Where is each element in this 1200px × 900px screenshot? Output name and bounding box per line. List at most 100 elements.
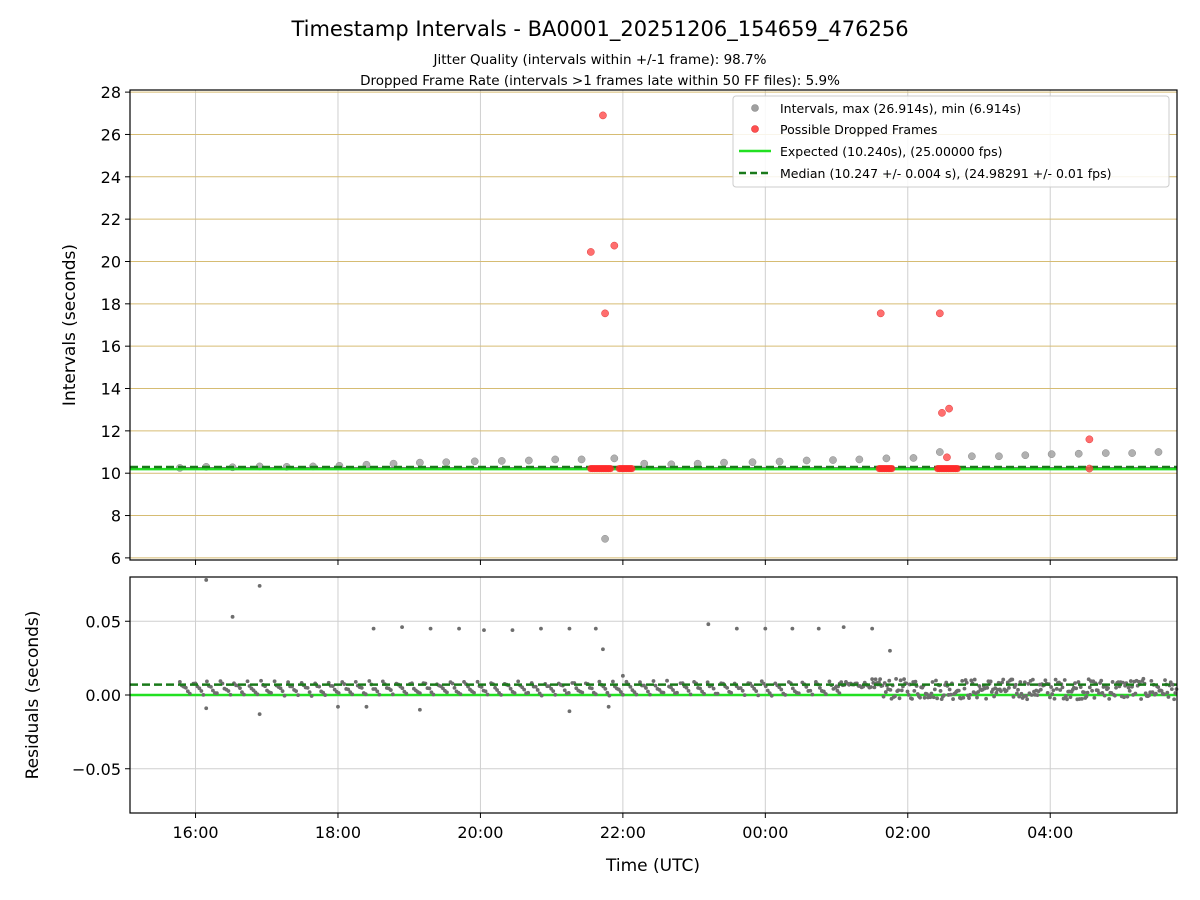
residual-point-528 <box>1110 680 1115 684</box>
residuals-y-tick-label-0: −0.05 <box>72 760 121 779</box>
residual-point-211 <box>653 683 658 688</box>
residual-point-200 <box>628 684 633 689</box>
residual-point-487 <box>1063 694 1068 699</box>
residual-point-83 <box>363 692 368 697</box>
intervals-y-tick-label-11: 28 <box>101 83 121 102</box>
residual-point-475 <box>1050 692 1055 696</box>
residuals-y-tick-label-1: 0.00 <box>85 686 121 705</box>
residual-point-267 <box>779 687 784 692</box>
residual-point-10 <box>199 689 204 693</box>
residual-point-566 <box>1154 691 1158 696</box>
dropped-point-8 <box>943 453 951 462</box>
residual-point-36 <box>259 678 263 683</box>
residual-point-12 <box>205 679 209 684</box>
residual-point-328 <box>882 681 887 685</box>
residual-point-237 <box>711 686 716 691</box>
interval-point-37 <box>1154 448 1163 456</box>
dropped-point-10 <box>1085 464 1094 473</box>
residual-point-150 <box>516 679 521 684</box>
residual-point-159 <box>535 688 540 692</box>
residual-point-319 <box>872 685 877 690</box>
residual-point-239 <box>715 691 720 696</box>
residual-outlier-4 <box>400 625 404 630</box>
residual-point-58 <box>307 690 312 695</box>
residual-point-426 <box>994 691 999 695</box>
residual-point-441 <box>1011 694 1016 699</box>
residual-point-352 <box>910 696 914 701</box>
residual-point-71 <box>336 691 341 695</box>
interval-point-35 <box>1101 449 1110 457</box>
residual-point-580 <box>1169 687 1174 692</box>
intervals-y-tick-label-9: 24 <box>101 168 121 187</box>
residual-point-432 <box>1001 677 1006 682</box>
residual-point-402 <box>967 696 971 701</box>
residual-outlier-27 <box>567 709 572 714</box>
residual-point-119 <box>445 690 449 695</box>
residual-point-149 <box>512 691 517 695</box>
legend-label-dropped: Possible Dropped Frames <box>780 122 937 137</box>
residual-point-542 <box>1126 685 1131 690</box>
residual-point-430 <box>999 689 1003 693</box>
residual-point-57 <box>305 686 310 690</box>
residual-point-221 <box>675 690 679 695</box>
residual-outlier-23 <box>257 712 262 717</box>
residual-point-225 <box>684 685 689 690</box>
residual-point-327 <box>881 694 886 699</box>
residual-point-81 <box>359 685 364 690</box>
residual-point-355 <box>913 679 918 684</box>
dropped-point-1 <box>586 248 595 256</box>
intervals-y-axis-label: Intervals (seconds) <box>60 244 80 406</box>
residual-point-197 <box>620 692 625 697</box>
residual-point-45 <box>278 686 283 691</box>
interval-point-23 <box>775 457 784 466</box>
residual-point-269 <box>783 693 788 697</box>
residual-point-316 <box>869 685 873 689</box>
dropped-point-4 <box>876 309 885 318</box>
residual-outlier-13 <box>620 673 625 678</box>
intervals-y-tick-label-6: 18 <box>101 295 121 314</box>
dropped-point-3 <box>601 309 609 318</box>
residual-point-215 <box>661 690 666 695</box>
residual-point-337 <box>893 694 897 699</box>
residual-point-411 <box>977 684 982 688</box>
residual-point-560 <box>1147 693 1151 698</box>
residual-point-501 <box>1079 696 1084 701</box>
residual-outlier-15 <box>734 626 739 631</box>
residual-point-329 <box>883 690 888 694</box>
residual-point-17 <box>214 691 219 696</box>
residual-point-131 <box>472 690 476 695</box>
residual-point-388 <box>951 697 955 701</box>
residual-outlier-26 <box>417 707 422 712</box>
residual-point-77 <box>350 692 355 697</box>
residual-point-373 <box>934 678 938 683</box>
residual-point-207 <box>644 686 648 690</box>
residual-point-297 <box>839 680 844 685</box>
residual-point-137 <box>485 692 490 697</box>
residual-point-369 <box>929 691 934 696</box>
residual-outlier-21 <box>888 648 892 653</box>
residual-point-259 <box>761 681 766 686</box>
residual-point-349 <box>906 692 911 697</box>
dropped-frame-points <box>586 111 1094 473</box>
interval-point-16 <box>601 534 609 543</box>
residual-point-101 <box>404 691 409 696</box>
intervals-y-tick-label-2: 10 <box>101 464 121 483</box>
residual-point-446 <box>1017 694 1022 699</box>
residual-point-293 <box>837 691 842 696</box>
residual-point-161 <box>539 693 544 698</box>
residual-point-59 <box>309 694 314 698</box>
residual-point-372 <box>932 687 937 692</box>
residual-point-582 <box>1172 697 1177 702</box>
residual-point-23 <box>228 692 233 697</box>
residual-point-454 <box>1026 681 1031 686</box>
residual-point-136 <box>483 689 488 694</box>
residual-point-132 <box>475 679 480 684</box>
residual-point-345 <box>902 677 906 682</box>
interval-point-36 <box>1128 449 1136 457</box>
dropped-cluster-2-point-7 <box>888 464 896 473</box>
residual-point-275 <box>796 691 801 696</box>
residual-point-332 <box>887 678 892 683</box>
residual-outlier-17 <box>790 626 795 631</box>
residual-point-410 <box>976 690 981 694</box>
residual-point-418 <box>985 685 990 690</box>
